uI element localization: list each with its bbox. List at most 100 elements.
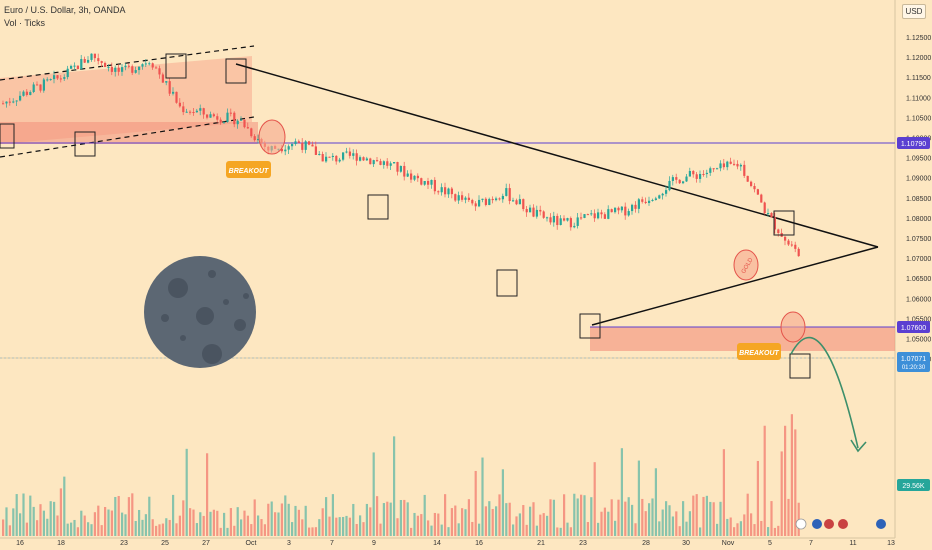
volume-bar (444, 494, 447, 536)
currency-button[interactable]: USD (902, 4, 926, 19)
volume-bar (165, 518, 168, 536)
svg-text:29.56K: 29.56K (902, 483, 925, 490)
volume-bar (243, 510, 246, 536)
volume-bar (355, 523, 358, 536)
volume-bar (498, 494, 501, 536)
candle-body (148, 63, 151, 65)
volume-bar (73, 519, 76, 536)
volume-bar (501, 469, 504, 536)
volume-bar (641, 498, 644, 536)
volume-bar (457, 523, 460, 536)
candle-body (522, 199, 525, 210)
candle-body (29, 92, 32, 95)
candle-body (794, 244, 797, 249)
candle-body (512, 200, 515, 202)
time-axis-ticks: 16 18 23 25 27 Oct 3 7 9 14 16 21 23 28 30 Nov 5 7 11 13 (16, 540, 895, 547)
volume-bar (773, 527, 776, 536)
price-tick-label: 1.06500 (906, 276, 931, 283)
event-icons (795, 518, 886, 530)
candle-body (430, 179, 433, 185)
candle-body (226, 112, 229, 122)
candle-body (321, 154, 324, 162)
volume-bar (518, 513, 521, 536)
candle-body (107, 66, 110, 68)
volume-bar (610, 499, 613, 536)
candle-body (532, 207, 535, 217)
time-tick-label: 16 (475, 540, 483, 547)
price-tick-label: 1.12000 (906, 55, 931, 62)
candle-body (39, 84, 42, 91)
candle-body (787, 240, 790, 245)
candle-body (76, 65, 79, 70)
candle-body (682, 181, 685, 184)
volume-bar (396, 518, 399, 536)
volume-bar (274, 512, 277, 536)
volume-bar (651, 498, 654, 536)
candle-body (491, 198, 494, 201)
volume-bar (29, 495, 32, 536)
volume-bar (97, 505, 100, 536)
volume-bar (236, 507, 239, 536)
candle-body (620, 206, 623, 211)
volume-bar (212, 509, 215, 536)
volume-bar (321, 508, 324, 536)
volume-bar (202, 515, 205, 536)
candle-body (481, 198, 484, 200)
volume-bar (467, 499, 470, 536)
volume-bar (338, 517, 341, 536)
candle-body (461, 195, 464, 200)
candle-body (753, 186, 756, 190)
candle-body (410, 173, 413, 180)
time-tick-label: 14 (433, 540, 441, 547)
volume-bar (158, 524, 161, 536)
volume-bar (403, 499, 406, 536)
highlight-box-3 (225, 58, 247, 84)
candle-body (563, 218, 566, 221)
highlight-box-1 (0, 123, 15, 149)
volume-bar (777, 525, 780, 536)
candle-body (192, 112, 195, 114)
candle-body (202, 108, 205, 115)
candle-body (141, 64, 144, 67)
time-tick-label: 3 (287, 540, 291, 547)
volume-bar (389, 502, 392, 536)
price-tick-label: 1.08500 (906, 196, 931, 203)
svg-text:1.10790: 1.10790 (901, 141, 926, 148)
volume-bar (267, 503, 270, 536)
volume-bar (410, 527, 413, 536)
highlight-box-4 (74, 131, 96, 157)
candle-body (767, 213, 770, 215)
candle-body (467, 197, 470, 200)
candle-body (195, 110, 198, 113)
eu-flag-icon-2 (876, 519, 886, 529)
candle-body (688, 170, 691, 177)
volume-bar (304, 505, 307, 536)
candle-body (641, 199, 644, 202)
candle-body (654, 198, 657, 200)
volume-bar (328, 516, 331, 536)
time-tick-label: 23 (579, 540, 587, 547)
volume-bar (297, 509, 300, 536)
price-tick-label: 1.10500 (906, 115, 931, 122)
volume-bar (124, 514, 127, 536)
candle-body (308, 141, 311, 145)
candle-body (651, 199, 654, 201)
candle-body (90, 53, 93, 60)
candle-body (284, 149, 287, 152)
price-tick-label: 1.05500 (906, 316, 931, 323)
volume-bar (753, 524, 756, 536)
candle-body (556, 215, 559, 226)
clock-icon (795, 518, 807, 530)
volume-bar (42, 510, 45, 536)
candle-body (634, 204, 637, 209)
volume-bar (369, 507, 372, 536)
candle-body (535, 209, 538, 217)
volume-bar (406, 502, 409, 536)
candle-body (155, 67, 158, 69)
volume-bar (280, 503, 283, 536)
highlight-box-9 (789, 353, 811, 379)
candle-body (733, 163, 736, 165)
volume-bar (331, 494, 334, 536)
